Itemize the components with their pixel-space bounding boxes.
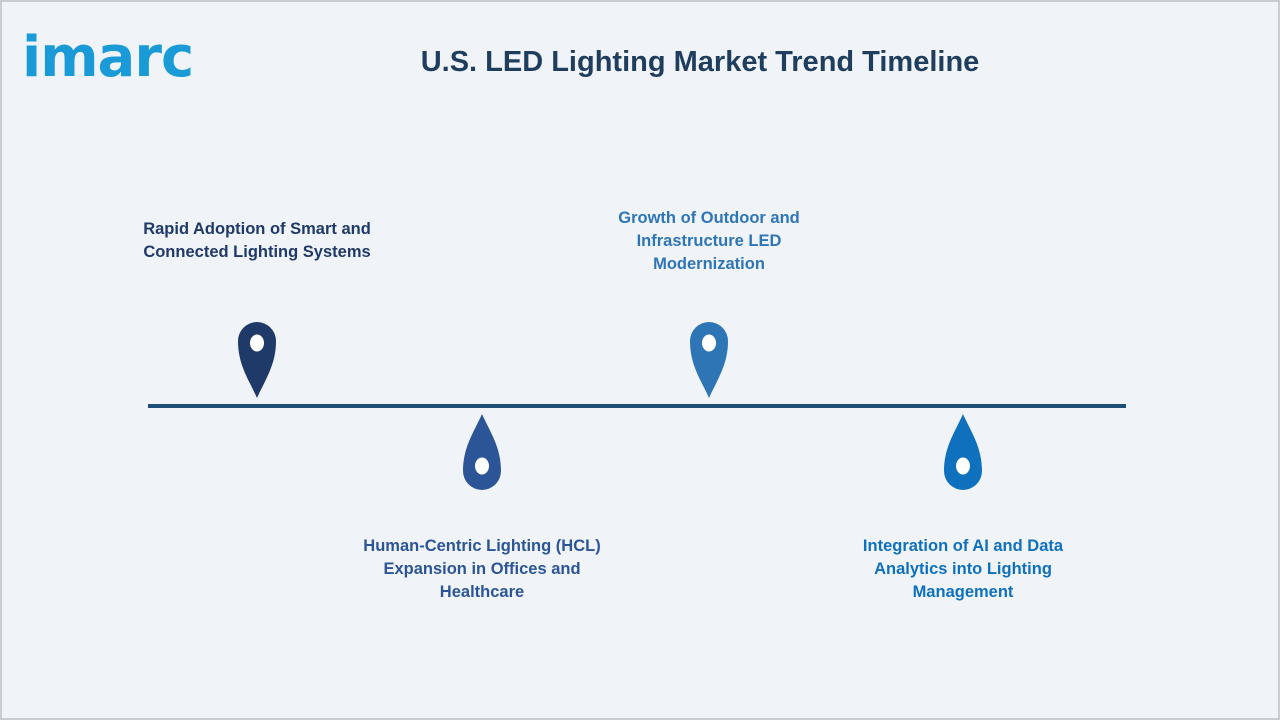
map-pin-icon: [238, 322, 276, 398]
imarc-logo-mark: imarc: [22, 25, 194, 90]
drop-pin-icon: [944, 414, 982, 490]
drop-pin-icon: [463, 414, 501, 490]
imarc-logo: imarc: [22, 14, 212, 90]
milestone-label-2: Human-Centric Lighting (HCL) Expansion i…: [363, 537, 601, 601]
milestone-marker-4: [944, 414, 982, 490]
milestone-marker-2: [463, 414, 501, 490]
milestone-marker-1: [238, 322, 276, 398]
milestone-label-3: Growth of Outdoor and Infrastructure LED…: [618, 209, 800, 273]
pin-hole: [702, 334, 716, 352]
pin-hole: [956, 457, 970, 475]
milestone-label-1: Rapid Adoption of Smart and Connected Li…: [143, 220, 371, 261]
pin-hole: [475, 457, 489, 475]
svg-text:imarc: imarc: [22, 25, 193, 84]
pin-hole: [250, 334, 264, 352]
milestone-marker-3: [690, 322, 728, 398]
map-pin-icon: [690, 322, 728, 398]
milestone-label-4: Integration of AI and Data Analytics int…: [862, 537, 1064, 601]
page-title: U.S. LED Lighting Market Trend Timeline: [420, 46, 980, 78]
